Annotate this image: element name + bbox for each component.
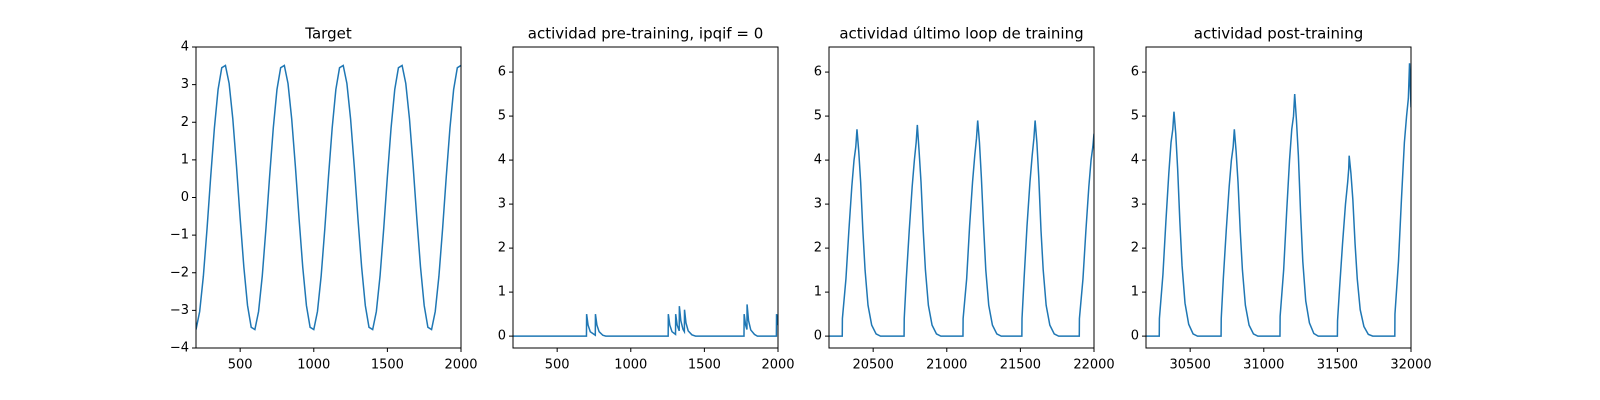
y-tick-label: 2 [181, 115, 189, 130]
axes-frame [512, 46, 779, 349]
data-line [196, 64, 461, 331]
y-tick-label: 1 [181, 152, 189, 167]
y-tick-label: 3 [181, 77, 189, 92]
x-tick-label: 2000 [761, 358, 794, 373]
axes-frame [195, 46, 462, 349]
x-tick-label: 21000 [926, 358, 967, 373]
x-tick-label: 1500 [371, 358, 404, 373]
y-tick-label: 1 [498, 285, 506, 300]
y-tick-label: −2 [170, 265, 189, 280]
y-tick-label: 5 [814, 109, 822, 124]
chart-title: actividad post-training [1194, 25, 1363, 43]
axes-frame [828, 46, 1095, 349]
y-tick-label: 0 [181, 190, 189, 205]
y-tick-label: −3 [170, 303, 189, 318]
y-tick-label: −4 [170, 341, 189, 356]
y-tick-label: −1 [170, 228, 189, 243]
y-tick-label: 6 [1131, 65, 1139, 80]
x-tick-label: 1000 [297, 358, 330, 373]
x-tick-label: 500 [228, 358, 253, 373]
axes-frame [1145, 46, 1412, 349]
x-tick-label: 31000 [1243, 358, 1284, 373]
y-tick-label: 5 [498, 109, 506, 124]
chart-title: actividad último loop de training [839, 25, 1083, 43]
x-tick-label: 22000 [1073, 358, 1114, 373]
y-tick-label: 2 [498, 241, 506, 256]
x-tick-label: 1000 [614, 358, 647, 373]
data-line [513, 304, 778, 337]
data-line [829, 120, 1094, 337]
y-tick-label: 5 [1131, 109, 1139, 124]
x-tick-label: 20500 [852, 358, 893, 373]
y-tick-label: 6 [814, 65, 822, 80]
y-tick-label: 4 [181, 40, 189, 55]
data-line [1146, 63, 1411, 337]
y-tick-label: 1 [1131, 285, 1139, 300]
y-tick-label: 0 [1131, 329, 1139, 344]
chart-title: Target [304, 25, 352, 43]
y-tick-label: 4 [498, 153, 506, 168]
x-tick-label: 30500 [1169, 358, 1210, 373]
x-tick-label: 1500 [688, 358, 721, 373]
y-tick-label: 3 [814, 197, 822, 212]
y-tick-label: 3 [1131, 197, 1139, 212]
x-tick-label: 2000 [444, 358, 477, 373]
x-tick-label: 32000 [1390, 358, 1431, 373]
y-tick-label: 0 [814, 329, 822, 344]
y-tick-label: 2 [1131, 241, 1139, 256]
y-tick-label: 0 [498, 329, 506, 344]
x-tick-label: 21500 [1000, 358, 1041, 373]
chart-title: actividad pre-training, ipqif = 0 [528, 25, 764, 43]
y-tick-label: 3 [498, 197, 506, 212]
y-tick-label: 2 [814, 241, 822, 256]
y-tick-label: 1 [814, 285, 822, 300]
x-tick-label: 500 [545, 358, 570, 373]
y-tick-label: 6 [498, 65, 506, 80]
y-tick-label: 4 [814, 153, 822, 168]
y-tick-label: 4 [1131, 153, 1139, 168]
x-tick-label: 31500 [1317, 358, 1358, 373]
